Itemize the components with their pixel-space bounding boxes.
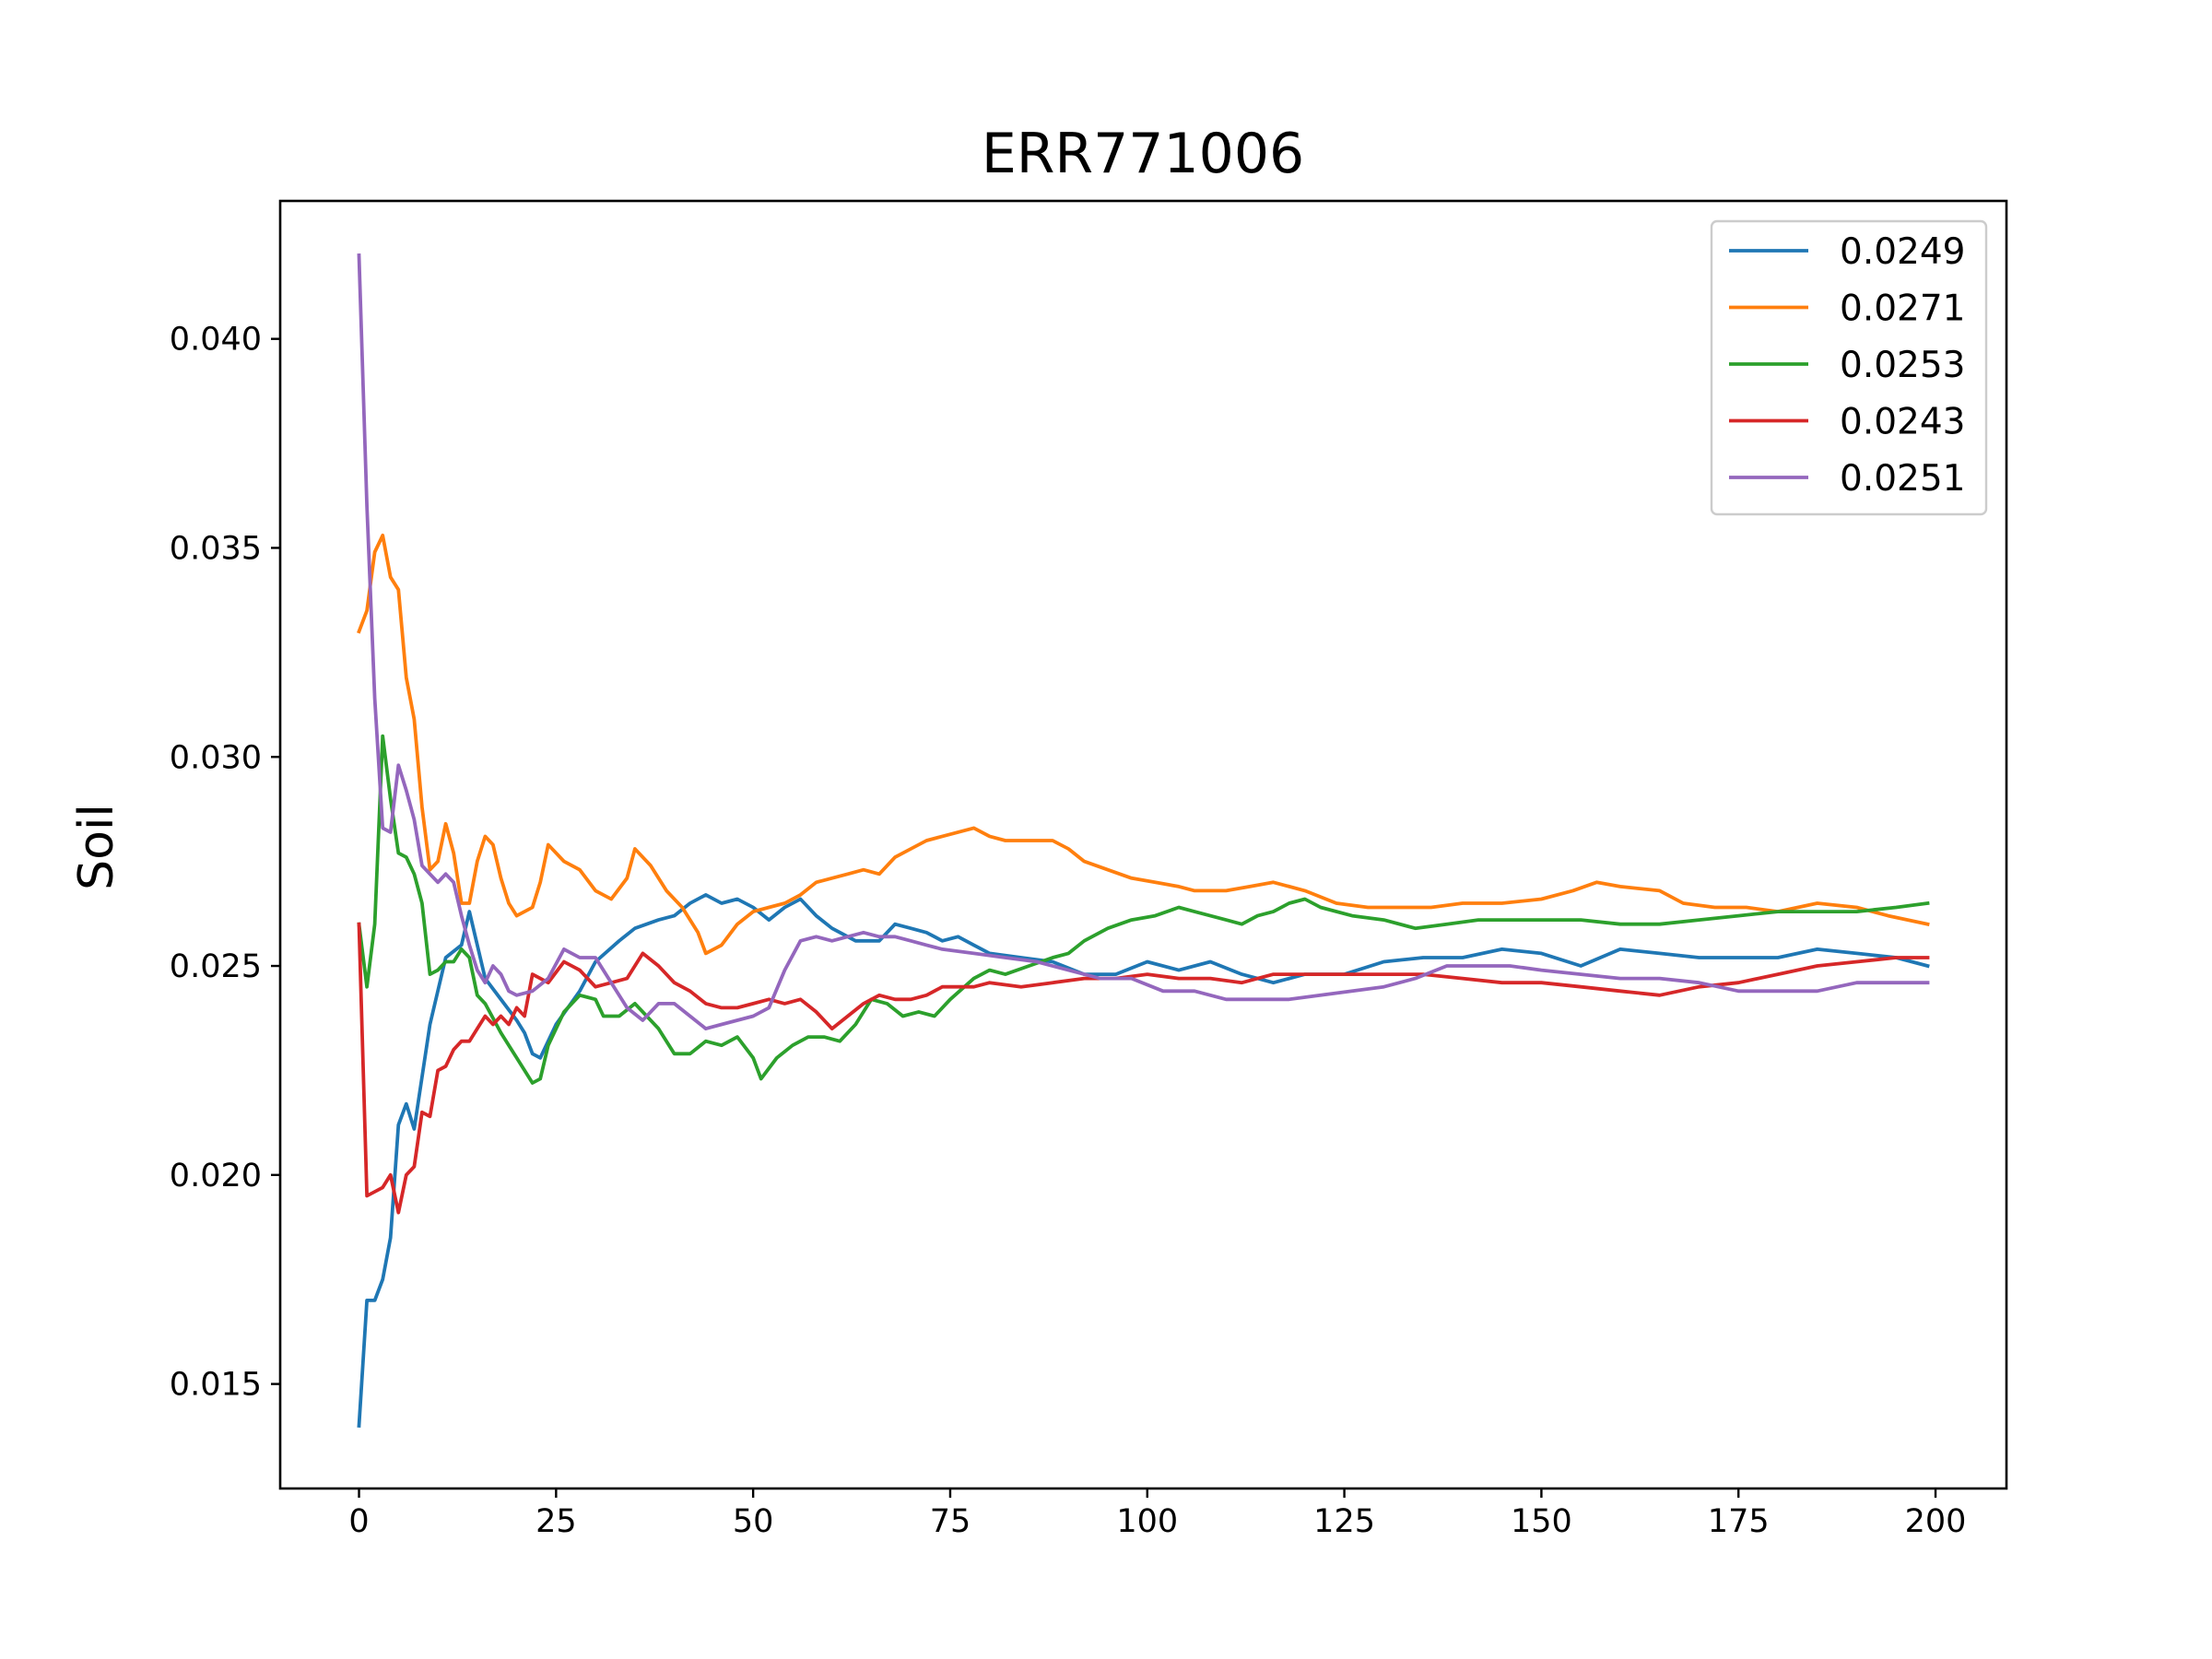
- y-tick-label: 0.020: [170, 1158, 262, 1194]
- series-line-3: [357, 734, 1930, 1085]
- y-tick-label: 0.025: [170, 948, 262, 985]
- x-tick-label: 125: [1313, 1503, 1375, 1540]
- series-layer: [357, 253, 1930, 1429]
- legend: 0.0249 0.0271 0.0253 0.0243 0.0251: [1710, 219, 1988, 516]
- legend-label-1: 0.0249: [1840, 231, 1965, 273]
- x-tick-label: 75: [930, 1503, 971, 1540]
- series-line-5: [357, 253, 1930, 1030]
- chart-title: ERR771006: [982, 122, 1304, 186]
- x-tick-label: 50: [733, 1503, 774, 1540]
- series-line-1: [357, 893, 1930, 1429]
- legend-label-2: 0.0271: [1840, 288, 1965, 330]
- legend-label-3: 0.0253: [1840, 345, 1965, 386]
- y-tick-label: 0.040: [170, 322, 262, 359]
- y-tick-label: 0.035: [170, 530, 262, 567]
- y-axis: 0.015 0.020 0.025 0.030 0.035 0.040: [170, 322, 280, 1404]
- y-tick-label: 0.015: [170, 1367, 262, 1404]
- x-tick-label: 175: [1708, 1503, 1770, 1540]
- x-tick-label: 100: [1116, 1503, 1178, 1540]
- y-axis-label: Soil: [69, 804, 124, 890]
- x-tick-label: 150: [1511, 1503, 1572, 1540]
- legend-label-5: 0.0251: [1840, 458, 1965, 500]
- x-axis: 0 25 50 75 100 125 150 175 200: [348, 1488, 1966, 1540]
- x-tick-label: 25: [535, 1503, 577, 1540]
- y-tick-label: 0.030: [170, 739, 262, 776]
- legend-label-4: 0.0243: [1840, 402, 1965, 443]
- series-line-4: [357, 922, 1930, 1215]
- series-line-2: [357, 534, 1930, 956]
- x-tick-label: 200: [1905, 1503, 1967, 1540]
- x-tick-label: 0: [348, 1503, 369, 1540]
- plot-area-frame: [278, 199, 2008, 1490]
- legend-frame: [1710, 219, 1988, 516]
